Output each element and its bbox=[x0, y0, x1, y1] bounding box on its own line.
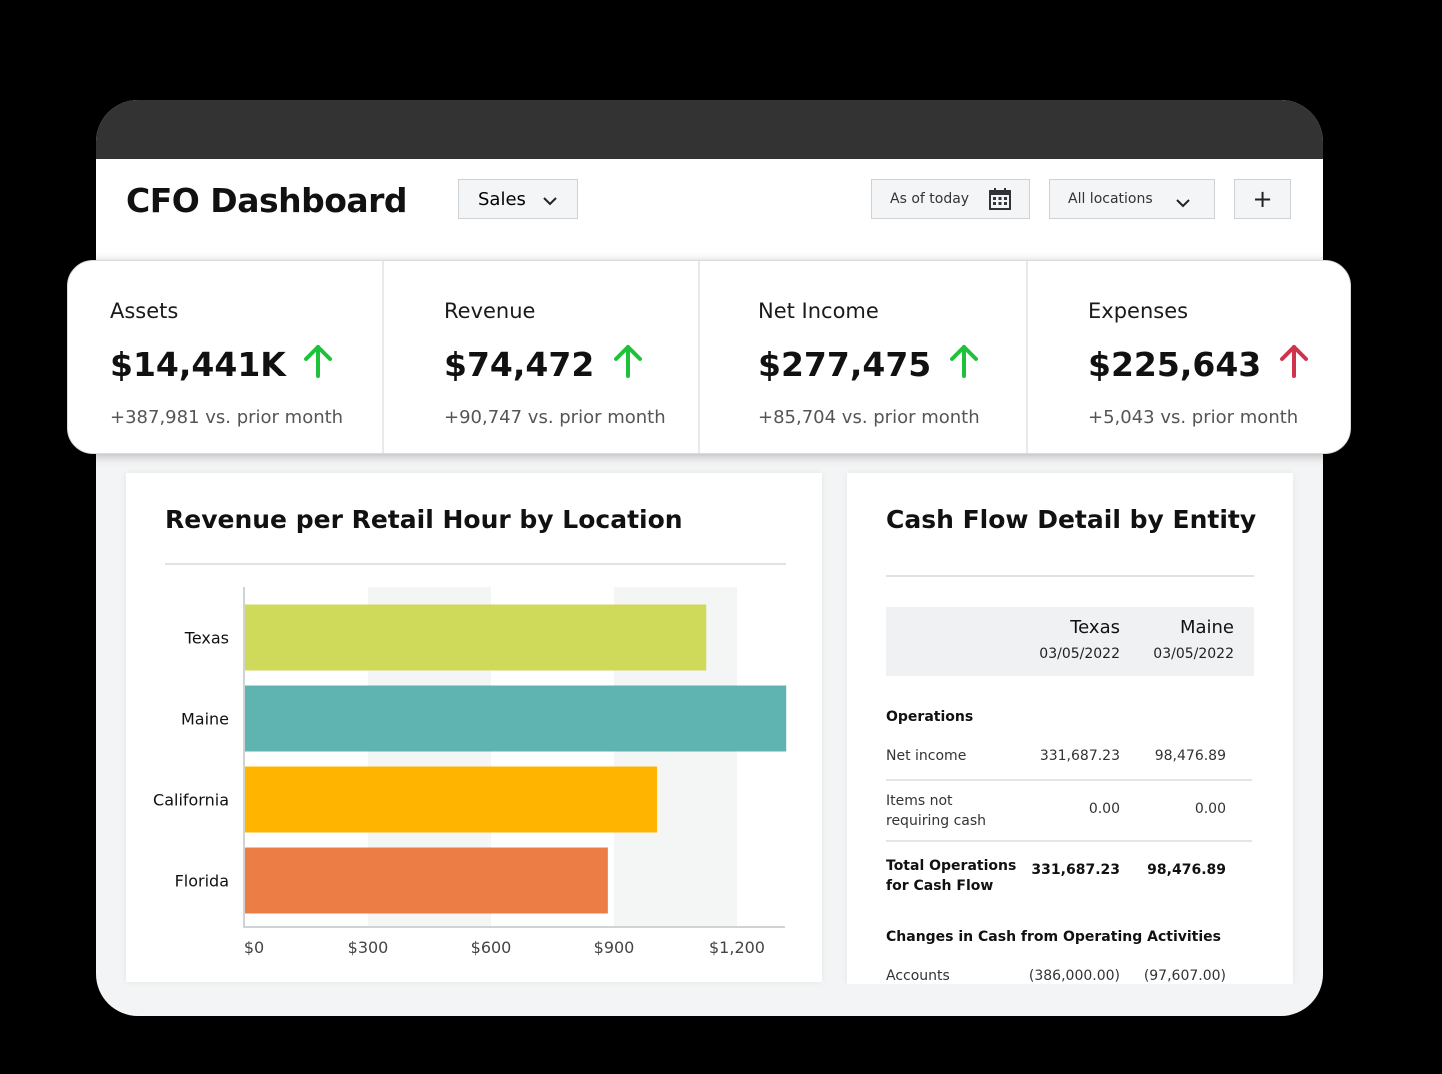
view-select-value: Sales bbox=[478, 188, 526, 210]
bar-texas bbox=[245, 604, 707, 671]
view-select[interactable]: Sales bbox=[458, 179, 578, 219]
cash-flow-header bbox=[886, 607, 1254, 676]
column-texas: Texas bbox=[1070, 617, 1120, 638]
x-tick-label: $900 bbox=[594, 938, 635, 957]
kpi-divider bbox=[698, 261, 700, 453]
kpi-delta: +85,704 vs. prior month bbox=[758, 407, 980, 428]
bar-california bbox=[245, 766, 658, 833]
x-tick-label: $0 bbox=[244, 938, 264, 957]
date-filter[interactable]: As of today bbox=[871, 179, 1030, 219]
x-tick-label: $300 bbox=[348, 938, 389, 957]
row-label: Net income bbox=[886, 748, 967, 764]
row-label: Items not requiring cash bbox=[886, 793, 987, 829]
kpi-divider bbox=[1026, 261, 1028, 453]
cell-texas: (386,000.00) bbox=[1028, 968, 1120, 984]
kpi-label: Revenue bbox=[444, 299, 536, 323]
title-rule bbox=[886, 575, 1254, 577]
chevron-down-icon bbox=[543, 197, 557, 206]
window-titlebar bbox=[96, 100, 1323, 159]
category-label: Texas bbox=[184, 629, 229, 648]
bar-maine bbox=[245, 685, 787, 752]
kpi-divider bbox=[382, 261, 384, 453]
category-label: Florida bbox=[175, 872, 229, 891]
cell-texas: 331,687.23 bbox=[1039, 748, 1120, 764]
kpi-delta: +5,043 vs. prior month bbox=[1088, 407, 1299, 428]
calendar-icon bbox=[989, 188, 1011, 210]
total-texas: 331,687.23 bbox=[1031, 862, 1120, 878]
chevron-down-icon bbox=[1176, 199, 1190, 208]
cash-flow-title: Cash Flow Detail by Entity bbox=[886, 505, 1257, 534]
kpi-value: $74,472 bbox=[444, 345, 595, 384]
revenue-panel-title: Revenue per Retail Hour by Location bbox=[165, 505, 683, 534]
column-texas-date: 03/05/2022 bbox=[1039, 646, 1120, 662]
kpi-label: Assets bbox=[110, 299, 179, 323]
section-operating-activities: Changes in Cash from Operating Activitie… bbox=[886, 929, 1221, 945]
location-filter-value: All locations bbox=[1068, 191, 1153, 207]
location-filter[interactable]: All locations bbox=[1049, 179, 1215, 219]
arrow-up-icon bbox=[950, 345, 978, 378]
column-maine-date: 03/05/2022 bbox=[1153, 646, 1234, 662]
kpi-label: Net Income bbox=[758, 299, 879, 323]
arrow-up-icon bbox=[1280, 345, 1308, 378]
bar-florida bbox=[245, 847, 608, 914]
section-operations: Operations bbox=[886, 709, 974, 725]
kpi-delta: +90,747 vs. prior month bbox=[444, 407, 666, 428]
kpi-delta: +387,981 vs. prior month bbox=[110, 407, 344, 428]
total-maine: 98,476.89 bbox=[1147, 862, 1226, 878]
kpi-label: Expenses bbox=[1088, 299, 1189, 323]
arrow-up-icon bbox=[304, 345, 332, 378]
kpi-value: $277,475 bbox=[758, 345, 932, 384]
kpi-value: $225,643 bbox=[1088, 345, 1262, 384]
page-title: CFO Dashboard bbox=[126, 181, 408, 220]
x-tick-label: $600 bbox=[471, 938, 512, 957]
cash-flow-panel bbox=[847, 473, 1293, 984]
cell-maine: 98,476.89 bbox=[1154, 748, 1226, 764]
row-divider bbox=[886, 779, 1252, 781]
column-maine: Maine bbox=[1179, 617, 1234, 638]
title-rule bbox=[165, 563, 786, 565]
row-divider bbox=[886, 840, 1252, 842]
date-filter-value: As of today bbox=[890, 191, 970, 207]
cell-texas: 0.00 bbox=[1088, 801, 1120, 817]
arrow-up-icon bbox=[614, 345, 642, 378]
kpi-value: $14,441K bbox=[110, 345, 286, 384]
cell-maine: 0.00 bbox=[1194, 801, 1226, 817]
panel-clip bbox=[847, 984, 1293, 1014]
total-row-label: Total Operations for Cash Flow bbox=[886, 858, 1017, 894]
x-tick-label: $1,200 bbox=[709, 938, 765, 957]
add-widget-button[interactable]: + bbox=[1234, 179, 1291, 219]
row-label: Accounts bbox=[886, 968, 950, 984]
category-label: Maine bbox=[181, 710, 229, 729]
category-label: California bbox=[153, 791, 229, 810]
kpi-card: Assets $14,441K +387,981 vs. prior month… bbox=[67, 260, 1351, 454]
cell-maine: (97,607.00) bbox=[1143, 968, 1226, 984]
